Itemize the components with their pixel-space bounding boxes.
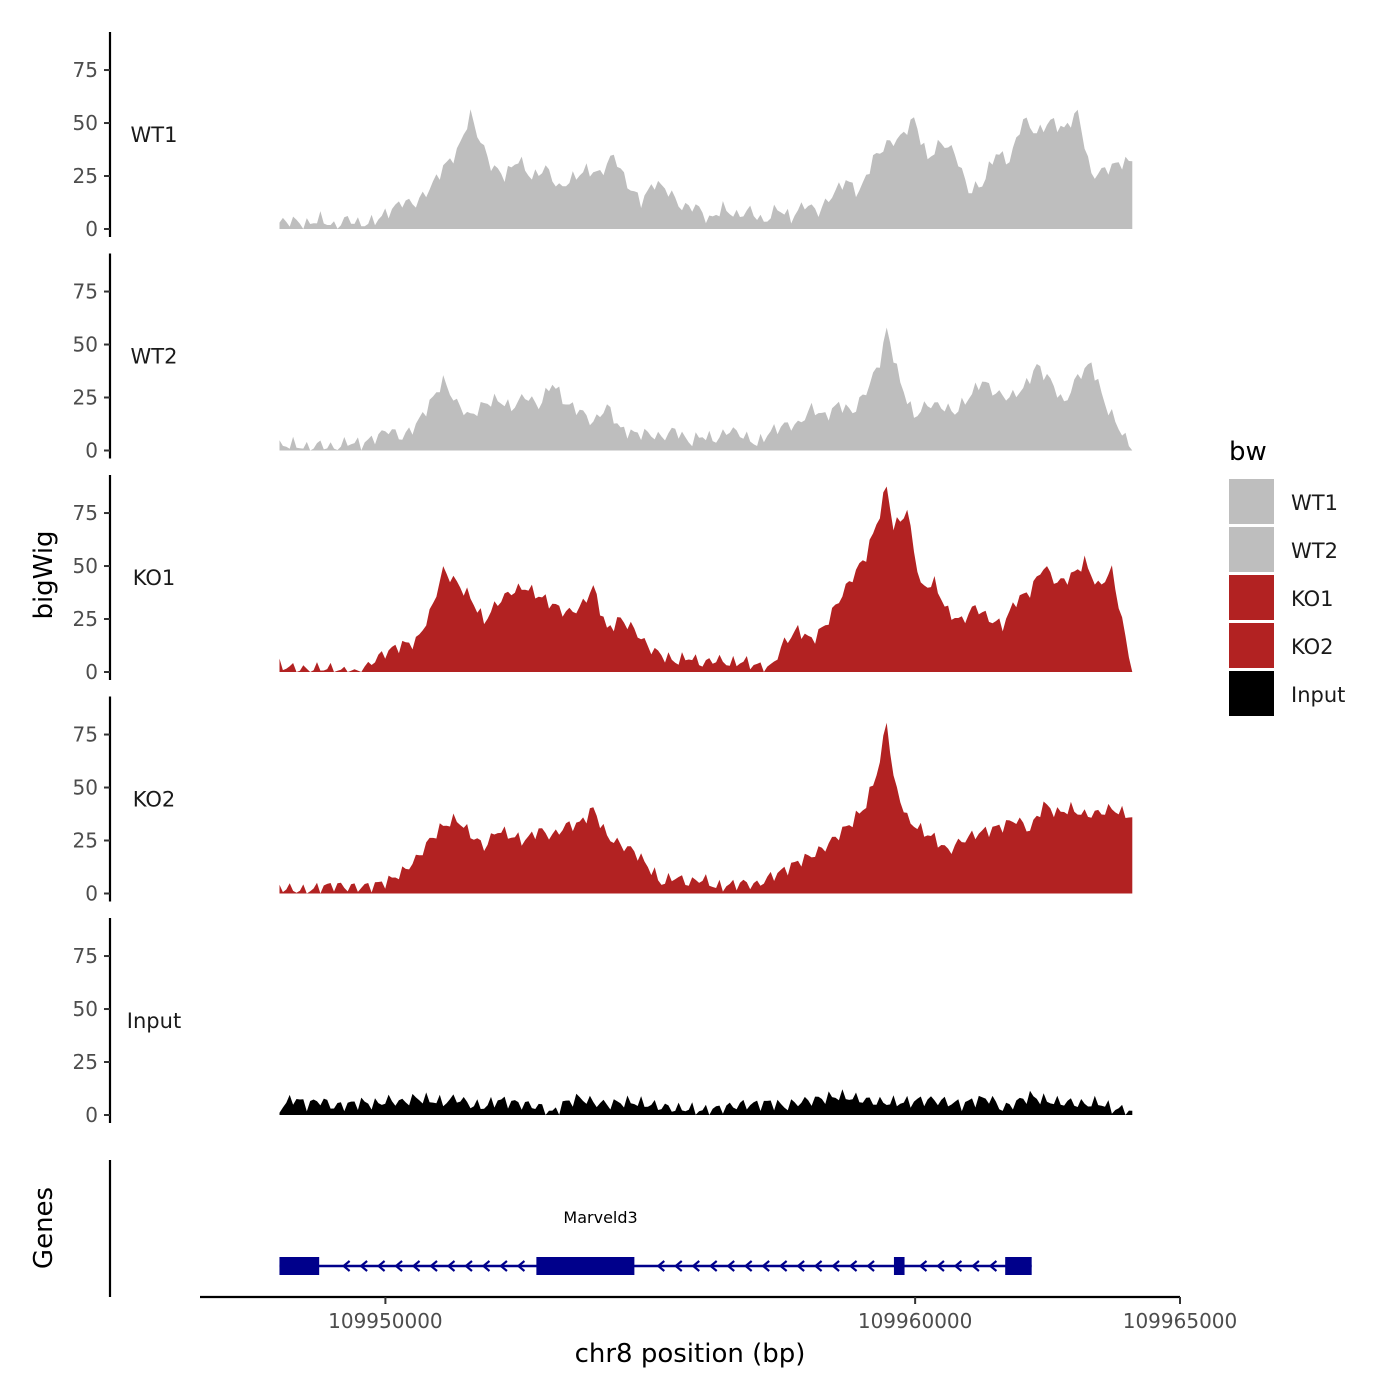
legend: WT1 WT2 KO1 KO2 Input	[1229, 479, 1345, 716]
legend-label-wt1: WT1	[1291, 491, 1338, 515]
legend-label-wt2: WT2	[1291, 539, 1338, 563]
y-axis-title: bigWig	[29, 530, 59, 619]
y-tick-label: 50	[73, 997, 98, 1021]
y-tick-label: 75	[73, 58, 98, 82]
track-label: WT1	[131, 123, 178, 147]
y-tick-label: 75	[73, 501, 98, 525]
track-label: Input	[127, 1009, 181, 1033]
gene-exon	[279, 1257, 320, 1275]
strand-arrow	[778, 1260, 788, 1272]
strand-arrow	[394, 1260, 403, 1272]
track-wt1: 0 25 50 75 WT1	[73, 32, 1133, 241]
strand-arrow	[376, 1260, 386, 1272]
track-label: KO2	[133, 788, 176, 812]
y-tick-label: 0	[85, 217, 98, 241]
track-ko1: 0 25 50 75 KO1	[73, 475, 1133, 684]
legend-title: bw	[1229, 437, 1267, 467]
gene-exon	[536, 1257, 635, 1275]
strand-arrow	[359, 1260, 368, 1272]
track-label: KO1	[133, 566, 176, 590]
signal-area-wt2	[279, 327, 1133, 451]
legend-label-input: Input	[1291, 683, 1345, 707]
y-tick-label: 25	[73, 607, 98, 631]
legend-label-ko1: KO1	[1291, 587, 1334, 611]
track-wt2: 0 25 50 75 WT2	[73, 253, 1133, 463]
y-tick-label: 75	[73, 723, 98, 747]
strand-arrow	[499, 1260, 508, 1272]
strand-arrow	[674, 1260, 683, 1272]
legend-key-wt1	[1229, 479, 1274, 524]
strand-arrow	[936, 1260, 945, 1272]
track-label: WT2	[131, 345, 178, 369]
legend-label-ko2: KO2	[1291, 635, 1334, 659]
strand-arrow	[761, 1260, 770, 1272]
genes-axis-title: Genes	[29, 1187, 59, 1269]
y-tick-label: 50	[73, 776, 98, 800]
strand-arrow	[988, 1260, 998, 1272]
y-tick-label: 0	[85, 660, 98, 684]
x-tick-label: 109950000	[328, 1309, 443, 1333]
signal-area-input	[279, 1089, 1133, 1115]
gene-exon	[1005, 1257, 1032, 1275]
y-tick-label: 50	[73, 554, 98, 578]
strand-arrow	[341, 1260, 351, 1272]
strand-arrow	[481, 1260, 491, 1272]
track-ko2: 0 25 50 75 KO2	[73, 696, 1133, 906]
x-tick-label: 109960000	[858, 1309, 973, 1333]
strand-arrow	[411, 1260, 421, 1272]
gene-exon	[893, 1257, 905, 1275]
strand-arrow	[446, 1260, 456, 1272]
strand-arrow	[918, 1260, 928, 1272]
track-input: 0 25 50 75 Input	[73, 918, 1133, 1127]
y-tick-label: 75	[73, 280, 98, 304]
strand-arrow	[796, 1260, 805, 1272]
strand-arrow	[831, 1260, 840, 1272]
signal-tracks: 0 25 50 75 WT1 0 25 50 75 WT2 0 25 50 75 KO1 0 25 50 75 KO2…	[73, 32, 1133, 1127]
strand-arrow	[691, 1260, 700, 1272]
strand-arrow	[726, 1260, 735, 1272]
x-axis-title: chr8 position (bp)	[575, 1339, 806, 1369]
y-tick-label: 25	[73, 386, 98, 410]
strand-arrow	[971, 1260, 980, 1272]
strand-arrow	[953, 1260, 963, 1272]
y-tick-label: 50	[73, 111, 98, 135]
x-axis: 109950000 109960000 109965000	[200, 1295, 1238, 1333]
y-tick-label: 25	[73, 1050, 98, 1074]
signal-area-ko1	[279, 486, 1133, 672]
legend-key-ko1	[1229, 575, 1274, 620]
strand-arrow	[743, 1260, 753, 1272]
y-tick-label: 0	[85, 439, 98, 463]
y-tick-label: 25	[73, 829, 98, 853]
strand-arrow	[516, 1260, 526, 1272]
strand-arrow	[813, 1260, 823, 1272]
strand-arrow	[429, 1260, 438, 1272]
strand-arrow	[709, 1260, 718, 1272]
y-tick-label: 0	[85, 1103, 98, 1127]
legend-key-input	[1229, 671, 1274, 716]
strand-arrow	[848, 1260, 858, 1272]
y-tick-label: 25	[73, 164, 98, 188]
y-tick-label: 0	[85, 882, 98, 906]
legend-key-ko2	[1229, 623, 1274, 668]
gene-panel: Marveld3	[108, 1160, 1032, 1297]
strand-arrow	[656, 1260, 665, 1272]
legend-key-wt2	[1229, 527, 1274, 572]
x-tick-label: 109965000	[1123, 1309, 1238, 1333]
gene-label: Marveld3	[563, 1208, 637, 1227]
signal-area-wt1	[279, 109, 1133, 229]
strand-arrow	[464, 1260, 473, 1272]
strand-arrow	[866, 1260, 875, 1272]
y-tick-label: 50	[73, 333, 98, 357]
y-tick-label: 75	[73, 944, 98, 968]
signal-area-ko2	[279, 722, 1133, 894]
